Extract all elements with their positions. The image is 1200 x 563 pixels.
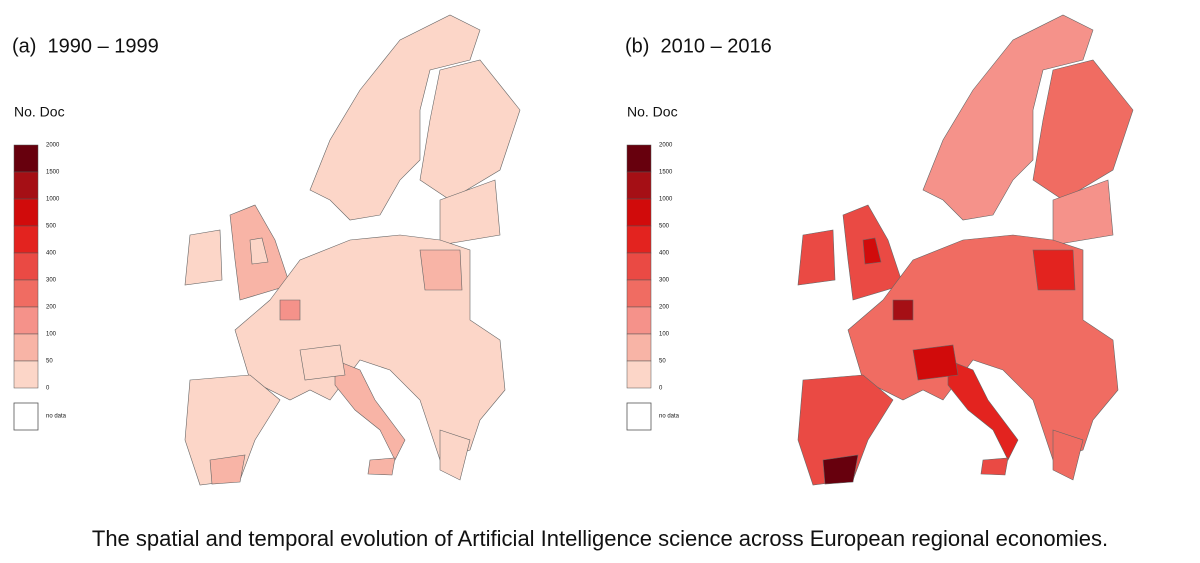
legend-label: 200 — [46, 305, 57, 311]
region — [439, 179, 501, 246]
panel-title: (b) 2010 – 2016 — [625, 35, 772, 57]
region — [249, 237, 269, 265]
region — [862, 237, 882, 265]
legend-swatch — [626, 225, 652, 254]
region — [419, 249, 463, 291]
caption: The spatial and temporal evolution of Ar… — [92, 526, 1108, 551]
legend-swatch — [13, 279, 39, 308]
no-data-swatch — [13, 402, 39, 431]
panel-title: (a) 1990 – 1999 — [12, 35, 159, 57]
region — [309, 14, 481, 221]
legend-swatch — [13, 306, 39, 335]
legend-swatch — [626, 252, 652, 281]
map — [797, 14, 1134, 486]
region — [797, 374, 894, 486]
legend-label: 0 — [46, 386, 50, 392]
region — [912, 344, 959, 381]
legend-label: 1000 — [46, 197, 60, 203]
legend-swatch — [13, 198, 39, 227]
legend-label: 1500 — [659, 170, 673, 176]
region — [279, 299, 301, 321]
legend-swatch — [626, 333, 652, 362]
legend-swatch — [13, 360, 39, 389]
region — [892, 299, 914, 321]
legend-label: 500 — [46, 224, 57, 230]
legend-label: 300 — [659, 278, 670, 284]
legend-label: 200 — [659, 305, 670, 311]
no-data-label: no data — [46, 414, 67, 420]
region — [1052, 179, 1114, 246]
region — [184, 374, 281, 486]
legend-label: 2000 — [659, 143, 673, 149]
legend-title: No. Doc — [14, 104, 65, 120]
legend-swatch — [626, 360, 652, 389]
region — [439, 429, 471, 481]
legend-swatch — [13, 252, 39, 281]
region — [797, 229, 836, 286]
legend-label: 300 — [46, 278, 57, 284]
region — [1032, 249, 1076, 291]
legend-label: 50 — [659, 359, 666, 365]
region — [184, 229, 223, 286]
legend-label: 100 — [659, 332, 670, 338]
legend-label: 50 — [46, 359, 53, 365]
region — [847, 234, 1119, 461]
no-data-swatch — [626, 402, 652, 431]
region — [367, 457, 396, 476]
region — [947, 359, 1019, 461]
legend-swatch — [626, 279, 652, 308]
legend-label: 100 — [46, 332, 57, 338]
legend-swatch — [626, 144, 652, 173]
region — [922, 14, 1094, 221]
legend-swatch — [13, 225, 39, 254]
region — [980, 457, 1009, 476]
legend-swatch — [13, 171, 39, 200]
region — [419, 59, 521, 201]
region — [334, 359, 406, 461]
legend-label: 500 — [659, 224, 670, 230]
region — [209, 454, 246, 485]
legend-swatch — [13, 333, 39, 362]
legend-swatch — [13, 144, 39, 173]
region — [299, 344, 346, 381]
legend-swatch — [626, 198, 652, 227]
map — [184, 14, 521, 486]
legend-label: 0 — [659, 386, 663, 392]
region — [1032, 59, 1134, 201]
legend-label: 1000 — [659, 197, 673, 203]
region — [234, 234, 506, 461]
legend-label: 2000 — [46, 143, 60, 149]
legend-label: 400 — [659, 251, 670, 257]
legend-label: 400 — [46, 251, 57, 257]
no-data-label: no data — [659, 414, 680, 420]
region — [1052, 429, 1084, 481]
region — [822, 454, 859, 485]
legend-swatch — [626, 306, 652, 335]
legend-title: No. Doc — [627, 104, 678, 120]
legend-swatch — [626, 171, 652, 200]
legend-label: 1500 — [46, 170, 60, 176]
